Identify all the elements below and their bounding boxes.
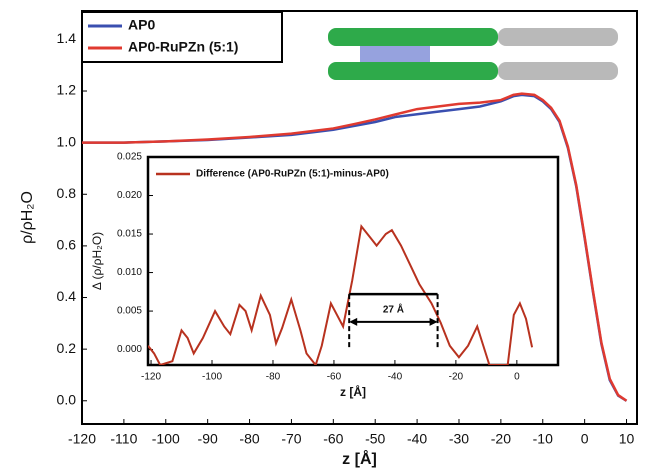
legend-label: AP0 (128, 17, 155, 33)
y-tick-label: 0.4 (57, 288, 77, 304)
y-tick-label: 0.020 (117, 190, 142, 201)
y-axis-label: Δ (ρ/ρH₂O) (90, 232, 104, 290)
annotation-label: 27 Å (383, 302, 404, 315)
y-tick-label: 0.8 (57, 185, 77, 201)
y-axis-label: ρ/ρH₂O (19, 191, 36, 244)
y-tick-label: 1.0 (57, 133, 77, 149)
y-tick-label: 0.015 (117, 229, 142, 240)
plot-frame (146, 155, 560, 367)
x-tick-label: -90 (198, 431, 218, 447)
x-tick-label: 0 (581, 431, 589, 447)
data-line (148, 223, 534, 365)
x-tick-label: -30 (449, 431, 469, 447)
x-tick-label: -70 (281, 431, 301, 447)
x-tick-label: -40 (388, 372, 403, 383)
x-tick-label: -50 (365, 431, 385, 447)
x-tick-label: -60 (323, 431, 343, 447)
x-tick-label: -10 (533, 431, 553, 447)
inset-plot: -120 -100 -80 -60 -40 -20 0 0.000 0.005 0.010 0.01… (90, 152, 560, 399)
y-tick-label: 1.2 (57, 82, 77, 98)
x-tick-label: -120 (68, 431, 96, 447)
x-tick-label: 10 (619, 431, 635, 447)
x-tick-label: -80 (239, 431, 259, 447)
y-tick-label: 0.025 (117, 152, 142, 163)
lines (82, 92, 628, 402)
legend-box (81, 11, 283, 63)
x-tick-label: -40 (407, 431, 427, 447)
y-tick-label: 0.0 (57, 391, 77, 407)
x-tick-label: -20 (491, 431, 511, 447)
data-line (82, 92, 628, 402)
y-tick-label: 1.4 (57, 30, 77, 46)
x-tick-label: 0 (514, 372, 520, 383)
y-tick-label: 0.005 (117, 306, 142, 317)
x-tick-label: -20 (449, 372, 464, 383)
lines (148, 223, 534, 365)
y-tick-label: 0.010 (117, 267, 142, 278)
legend-label: Difference (AP0-RuPZn (5:1)-minus-AP0) (196, 169, 389, 180)
x-tick-label: -120 (141, 372, 161, 383)
x-tick-label: -100 (202, 372, 222, 383)
x-tick-label: -60 (327, 372, 342, 383)
y-tick-label: 0.2 (57, 340, 77, 356)
legend-label: AP0-RuPZn (5:1) (128, 39, 238, 55)
x-tick-label: -100 (152, 431, 180, 447)
x-tick-label: -80 (266, 372, 281, 383)
x-tick-label: -110 (110, 431, 137, 447)
y-tick-label: 0.000 (117, 344, 142, 355)
x-axis-label: z [Å] (342, 449, 377, 468)
x-axis-label: z [Å] (340, 384, 366, 399)
y-tick-label: 0.6 (57, 237, 77, 253)
protein-image (328, 28, 618, 80)
